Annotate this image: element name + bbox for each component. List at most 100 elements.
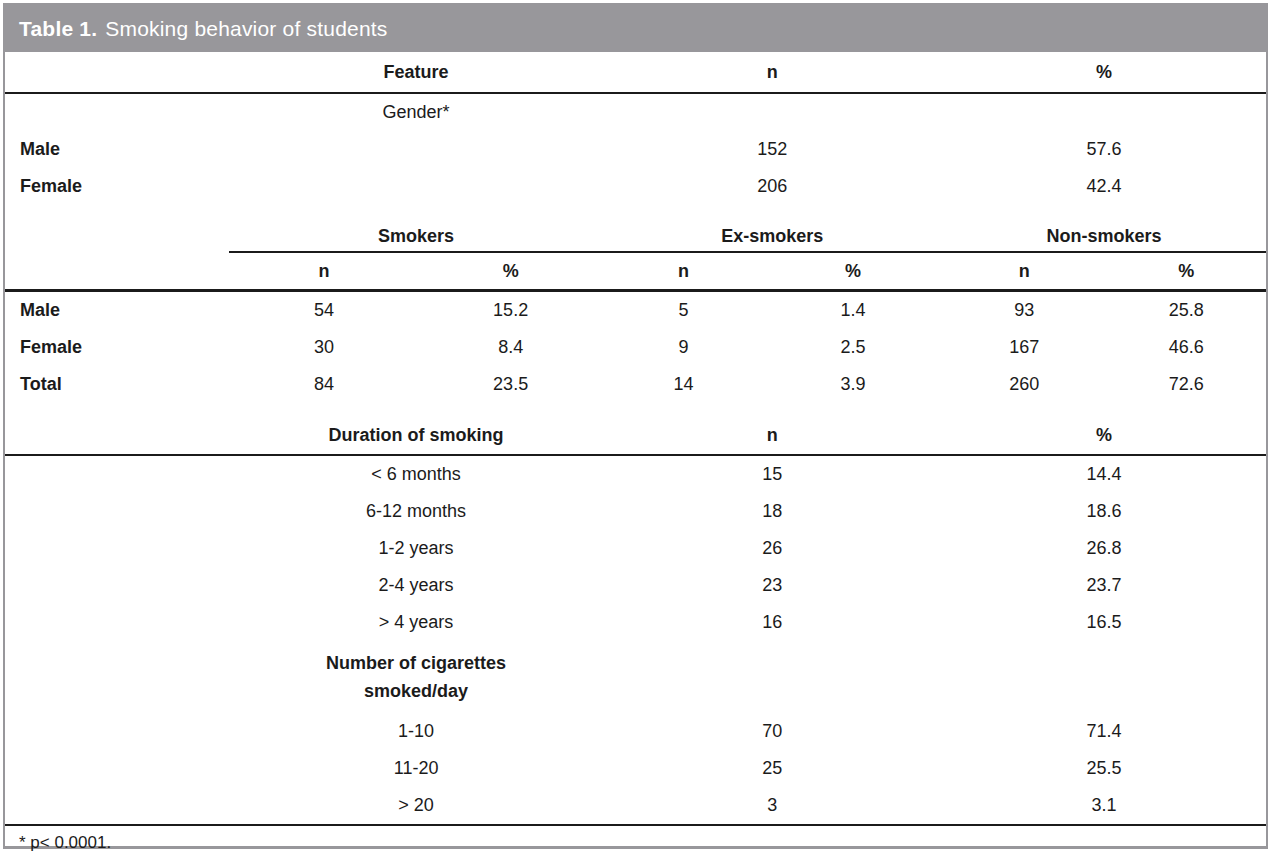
empty-cell — [603, 641, 942, 713]
cell-value: 1.4 — [764, 291, 942, 330]
cell-n: 23 — [603, 567, 942, 604]
cell-pct: 71.4 — [942, 713, 1266, 750]
cell-value: 9 — [603, 329, 764, 366]
subheader-row: n % n % n % — [5, 252, 1266, 291]
cell-n: 26 — [603, 530, 942, 567]
subheader-n: n — [229, 252, 418, 291]
table-row-cigarettes: 1-10 70 71.4 — [5, 713, 1266, 750]
empty-cell — [942, 93, 1266, 131]
row-label: 2-4 years — [229, 567, 602, 604]
empty-cell — [5, 641, 229, 713]
n-header: n — [603, 417, 942, 455]
duration-header-row: Duration of smoking n % — [5, 417, 1266, 455]
cell-n: 70 — [603, 713, 942, 750]
spacer-row — [5, 205, 1266, 221]
cell-value: 93 — [942, 291, 1107, 330]
table-row-cigarettes: > 20 3 3.1 — [5, 787, 1266, 825]
row-label: 1-10 — [229, 713, 602, 750]
row-label: Female — [5, 329, 229, 366]
cell-value: 54 — [229, 291, 418, 330]
footnote-text: * p< 0.0001. — [5, 825, 1266, 855]
n-header: n — [603, 52, 942, 93]
cell-pct: 26.8 — [942, 530, 1266, 567]
cell-value: 15.2 — [419, 291, 603, 330]
cell-pct: 3.1 — [942, 787, 1266, 825]
table-row-cigarettes: 11-20 25 25.5 — [5, 750, 1266, 787]
cigarettes-heading-row: Number of cigarettes smoked/day — [5, 641, 1266, 713]
cell-value: 72.6 — [1106, 366, 1266, 403]
table-row-duration: 6-12 months 18 18.6 — [5, 493, 1266, 530]
group-header-non-smokers: Non-smokers — [942, 221, 1266, 252]
cell-pct: 18.6 — [942, 493, 1266, 530]
cell-value: 46.6 — [1106, 329, 1266, 366]
spacer-row — [5, 403, 1266, 417]
table-row-duration: < 6 months 15 14.4 — [5, 455, 1266, 493]
empty-cell — [5, 417, 229, 455]
feature-header-row: Feature n % — [5, 52, 1266, 93]
row-label: 1-2 years — [229, 530, 602, 567]
empty-cell — [5, 604, 229, 641]
feature-header: Feature — [229, 52, 602, 93]
table-row-status-total: Total 84 23.5 14 3.9 260 72.6 — [5, 366, 1266, 403]
empty-cell — [5, 567, 229, 604]
table-title: Smoking behavior of students — [105, 17, 387, 41]
subheader-pct: % — [764, 252, 942, 291]
cell-n: 18 — [603, 493, 942, 530]
cell-n: 206 — [603, 168, 942, 205]
empty-cell — [229, 131, 602, 168]
empty-cell — [5, 713, 229, 750]
row-label: Total — [5, 366, 229, 403]
cell-value: 14 — [603, 366, 764, 403]
cell-n: 16 — [603, 604, 942, 641]
cell-value: 23.5 — [419, 366, 603, 403]
cell-value: 8.4 — [419, 329, 603, 366]
cell-value: 260 — [942, 366, 1107, 403]
cell-value: 3.9 — [764, 366, 942, 403]
pct-header: % — [942, 417, 1266, 455]
cell-value: 5 — [603, 291, 764, 330]
table-row-gender-male: Male 152 57.6 — [5, 131, 1266, 168]
cell-value: 84 — [229, 366, 418, 403]
empty-cell — [229, 168, 602, 205]
table-row-gender-female: Female 206 42.4 — [5, 168, 1266, 205]
empty-cell — [5, 221, 229, 252]
row-label: Male — [5, 291, 229, 330]
row-label: Female — [5, 168, 229, 205]
footnote-row: * p< 0.0001. — [5, 825, 1266, 855]
empty-cell — [5, 93, 229, 131]
empty-cell — [942, 641, 1266, 713]
gender-subheading-row: Gender* — [5, 93, 1266, 131]
duration-header: Duration of smoking — [229, 417, 602, 455]
cell-pct: 16.5 — [942, 604, 1266, 641]
cell-n: 152 — [603, 131, 942, 168]
empty-cell — [5, 787, 229, 825]
cell-n: 3 — [603, 787, 942, 825]
table-caption-bar: Table 1. Smoking behavior of students — [5, 5, 1266, 52]
cell-value: 30 — [229, 329, 418, 366]
cell-n: 15 — [603, 455, 942, 493]
subheader-pct: % — [1106, 252, 1266, 291]
pct-header: % — [942, 52, 1266, 93]
smoking-group-header-row: Smokers Ex-smokers Non-smokers — [5, 221, 1266, 252]
table-row-duration: 1-2 years 26 26.8 — [5, 530, 1266, 567]
cell-pct: 57.6 — [942, 131, 1266, 168]
cell-value: 25.8 — [1106, 291, 1266, 330]
empty-cell — [5, 750, 229, 787]
table-row-duration: > 4 years 16 16.5 — [5, 604, 1266, 641]
empty-cell — [5, 252, 229, 291]
group-header-ex-smokers: Ex-smokers — [603, 221, 942, 252]
cell-value: 2.5 — [764, 329, 942, 366]
table-frame: Table 1. Smoking behavior of students Fe… — [3, 3, 1268, 849]
row-label: 11-20 — [229, 750, 602, 787]
table-row-status-male: Male 54 15.2 5 1.4 93 25.8 — [5, 291, 1266, 330]
row-label: Male — [5, 131, 229, 168]
cell-pct: 14.4 — [942, 455, 1266, 493]
empty-cell — [5, 493, 229, 530]
cell-pct: 25.5 — [942, 750, 1266, 787]
smoking-behavior-table: Feature n % Gender* Male 152 57.6 — [5, 52, 1266, 855]
table-row-status-female: Female 30 8.4 9 2.5 167 46.6 — [5, 329, 1266, 366]
cell-value: 167 — [942, 329, 1107, 366]
group-header-smokers: Smokers — [229, 221, 602, 252]
row-label: > 20 — [229, 787, 602, 825]
subheader-n: n — [942, 252, 1107, 291]
